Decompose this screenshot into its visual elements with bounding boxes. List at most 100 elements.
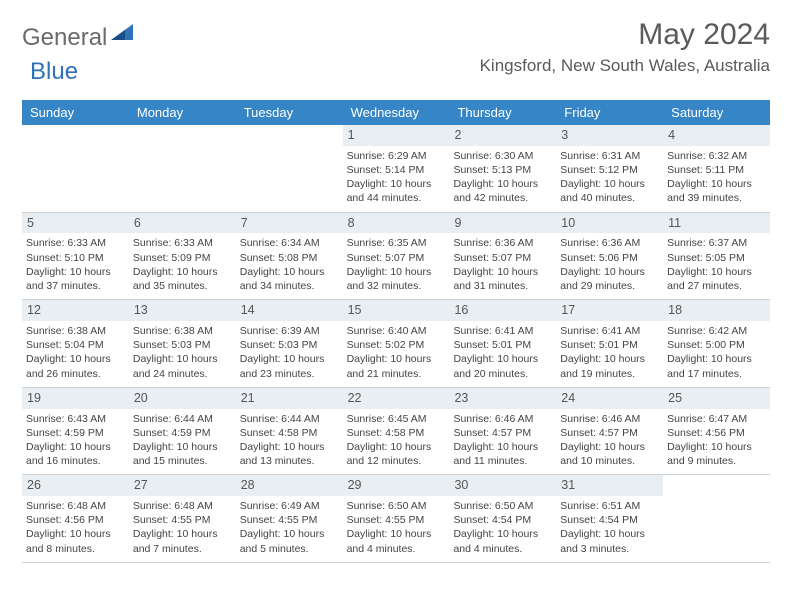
sunset-text: Sunset: 5:08 PM bbox=[240, 251, 339, 265]
sunrise-text: Sunrise: 6:30 AM bbox=[453, 149, 552, 163]
calendar-cell bbox=[236, 125, 343, 212]
sunrise-text: Sunrise: 6:51 AM bbox=[560, 499, 659, 513]
sunrise-text: Sunrise: 6:40 AM bbox=[347, 324, 446, 338]
sunrise-text: Sunrise: 6:38 AM bbox=[133, 324, 232, 338]
sunrise-text: Sunrise: 6:29 AM bbox=[347, 149, 446, 163]
calendar-cell: 24Sunrise: 6:46 AMSunset: 4:57 PMDayligh… bbox=[556, 388, 663, 475]
weekday-header: Tuesday bbox=[236, 100, 343, 125]
sunrise-text: Sunrise: 6:35 AM bbox=[347, 236, 446, 250]
sunrise-text: Sunrise: 6:46 AM bbox=[453, 412, 552, 426]
calendar-cell: 20Sunrise: 6:44 AMSunset: 4:59 PMDayligh… bbox=[129, 388, 236, 475]
sunset-text: Sunset: 4:54 PM bbox=[453, 513, 552, 527]
calendar-cell: 18Sunrise: 6:42 AMSunset: 5:00 PMDayligh… bbox=[663, 300, 770, 387]
sunrise-text: Sunrise: 6:43 AM bbox=[26, 412, 125, 426]
daylight-text: Daylight: 10 hours and 37 minutes. bbox=[26, 265, 125, 293]
day-number: 2 bbox=[449, 125, 556, 146]
calendar: Sunday Monday Tuesday Wednesday Thursday… bbox=[22, 100, 770, 563]
calendar-cell: 12Sunrise: 6:38 AMSunset: 5:04 PMDayligh… bbox=[22, 300, 129, 387]
sunset-text: Sunset: 4:56 PM bbox=[667, 426, 766, 440]
sunset-text: Sunset: 5:02 PM bbox=[347, 338, 446, 352]
calendar-cell: 28 Sunrise: 6:49 AMSunset: 4:55 PMDayligh… bbox=[236, 475, 343, 562]
day-number: 30 bbox=[449, 475, 556, 496]
day-number: 6 bbox=[129, 213, 236, 234]
day-number: 19 bbox=[22, 388, 129, 409]
day-number: 28 bbox=[236, 475, 343, 496]
calendar-cell: 5Sunrise: 6:33 AMSunset: 5:10 PMDaylight… bbox=[22, 213, 129, 300]
day-number: 26 bbox=[22, 475, 129, 496]
day-number: 23 bbox=[449, 388, 556, 409]
day-number: 3 bbox=[556, 125, 663, 146]
day-number: 29 bbox=[343, 475, 450, 496]
daylight-text: Daylight: 10 hours and 35 minutes. bbox=[133, 265, 232, 293]
sunset-text: Sunset: 4:55 PM bbox=[133, 513, 232, 527]
brand-logo: General bbox=[22, 18, 139, 52]
calendar-cell: 14Sunrise: 6:39 AMSunset: 5:03 PMDayligh… bbox=[236, 300, 343, 387]
daylight-text: Daylight: 10 hours and 7 minutes. bbox=[133, 527, 232, 555]
daylight-text: Daylight: 10 hours and 11 minutes. bbox=[453, 440, 552, 468]
sunrise-text: Sunrise: 6:44 AM bbox=[240, 412, 339, 426]
day-number bbox=[663, 475, 770, 496]
daylight-text: Daylight: 10 hours and 13 minutes. bbox=[240, 440, 339, 468]
sunset-text: Sunset: 5:07 PM bbox=[453, 251, 552, 265]
sunset-text: Sunset: 5:04 PM bbox=[26, 338, 125, 352]
sunset-text: Sunset: 5:05 PM bbox=[667, 251, 766, 265]
calendar-cell bbox=[22, 125, 129, 212]
triangle-icon bbox=[109, 22, 135, 49]
sunset-text: Sunset: 4:56 PM bbox=[26, 513, 125, 527]
calendar-week: 1Sunrise: 6:29 AMSunset: 5:14 PMDaylight… bbox=[22, 125, 770, 213]
sunset-text: Sunset: 5:07 PM bbox=[347, 251, 446, 265]
sunrise-text: Sunrise: 6:34 AM bbox=[240, 236, 339, 250]
calendar-cell: 15Sunrise: 6:40 AMSunset: 5:02 PMDayligh… bbox=[343, 300, 450, 387]
weekday-header-row: Sunday Monday Tuesday Wednesday Thursday… bbox=[22, 100, 770, 125]
day-number: 22 bbox=[343, 388, 450, 409]
sunrise-text: Sunrise: 6:41 AM bbox=[453, 324, 552, 338]
daylight-text: Daylight: 10 hours and 29 minutes. bbox=[560, 265, 659, 293]
daylight-text: Daylight: 10 hours and 8 minutes. bbox=[26, 527, 125, 555]
daylight-text: Daylight: 10 hours and 16 minutes. bbox=[26, 440, 125, 468]
sunset-text: Sunset: 4:55 PM bbox=[240, 513, 339, 527]
day-number: 1 bbox=[343, 125, 450, 146]
day-number: 10 bbox=[556, 213, 663, 234]
daylight-text: Daylight: 10 hours and 27 minutes. bbox=[667, 265, 766, 293]
day-number: 25 bbox=[663, 388, 770, 409]
day-number: 8 bbox=[343, 213, 450, 234]
calendar-cell: 23Sunrise: 6:46 AMSunset: 4:57 PMDayligh… bbox=[449, 388, 556, 475]
calendar-week: 5Sunrise: 6:33 AMSunset: 5:10 PMDaylight… bbox=[22, 213, 770, 301]
sunrise-text: Sunrise: 6:49 AM bbox=[240, 499, 339, 513]
sunset-text: Sunset: 5:09 PM bbox=[133, 251, 232, 265]
sunrise-text: Sunrise: 6:39 AM bbox=[240, 324, 339, 338]
calendar-cell: 26Sunrise: 6:48 AMSunset: 4:56 PMDayligh… bbox=[22, 475, 129, 562]
calendar-cell: 31Sunrise: 6:51 AMSunset: 4:54 PMDayligh… bbox=[556, 475, 663, 562]
daylight-text: Daylight: 10 hours and 44 minutes. bbox=[347, 177, 446, 205]
sunrise-text: Sunrise: 6:42 AM bbox=[667, 324, 766, 338]
day-number: 20 bbox=[129, 388, 236, 409]
sunrise-text: Sunrise: 6:48 AM bbox=[133, 499, 232, 513]
calendar-cell: 13Sunrise: 6:38 AMSunset: 5:03 PMDayligh… bbox=[129, 300, 236, 387]
day-number: 13 bbox=[129, 300, 236, 321]
sunset-text: Sunset: 5:00 PM bbox=[667, 338, 766, 352]
calendar-cell: 6 Sunrise: 6:33 AMSunset: 5:09 PMDaylight… bbox=[129, 213, 236, 300]
day-number: 4 bbox=[663, 125, 770, 146]
sunset-text: Sunset: 5:11 PM bbox=[667, 163, 766, 177]
calendar-cell: 22Sunrise: 6:45 AMSunset: 4:58 PMDayligh… bbox=[343, 388, 450, 475]
calendar-cell: 25Sunrise: 6:47 AMSunset: 4:56 PMDayligh… bbox=[663, 388, 770, 475]
sunrise-text: Sunrise: 6:33 AM bbox=[133, 236, 232, 250]
daylight-text: Daylight: 10 hours and 4 minutes. bbox=[453, 527, 552, 555]
sunrise-text: Sunrise: 6:47 AM bbox=[667, 412, 766, 426]
calendar-cell: 2Sunrise: 6:30 AMSunset: 5:13 PMDaylight… bbox=[449, 125, 556, 212]
calendar-cell: 19Sunrise: 6:43 AMSunset: 4:59 PMDayligh… bbox=[22, 388, 129, 475]
daylight-text: Daylight: 10 hours and 20 minutes. bbox=[453, 352, 552, 380]
calendar-cell: 3Sunrise: 6:31 AMSunset: 5:12 PMDaylight… bbox=[556, 125, 663, 212]
calendar-cell: 1Sunrise: 6:29 AMSunset: 5:14 PMDaylight… bbox=[343, 125, 450, 212]
daylight-text: Daylight: 10 hours and 5 minutes. bbox=[240, 527, 339, 555]
sunset-text: Sunset: 5:06 PM bbox=[560, 251, 659, 265]
calendar-cell: 17Sunrise: 6:41 AMSunset: 5:01 PMDayligh… bbox=[556, 300, 663, 387]
daylight-text: Daylight: 10 hours and 40 minutes. bbox=[560, 177, 659, 205]
sunset-text: Sunset: 4:59 PM bbox=[133, 426, 232, 440]
sunset-text: Sunset: 5:01 PM bbox=[560, 338, 659, 352]
weekday-header: Monday bbox=[129, 100, 236, 125]
calendar-cell: 27Sunrise: 6:48 AMSunset: 4:55 PMDayligh… bbox=[129, 475, 236, 562]
sunset-text: Sunset: 4:55 PM bbox=[347, 513, 446, 527]
calendar-cell: 10Sunrise: 6:36 AMSunset: 5:06 PMDayligh… bbox=[556, 213, 663, 300]
daylight-text: Daylight: 10 hours and 26 minutes. bbox=[26, 352, 125, 380]
